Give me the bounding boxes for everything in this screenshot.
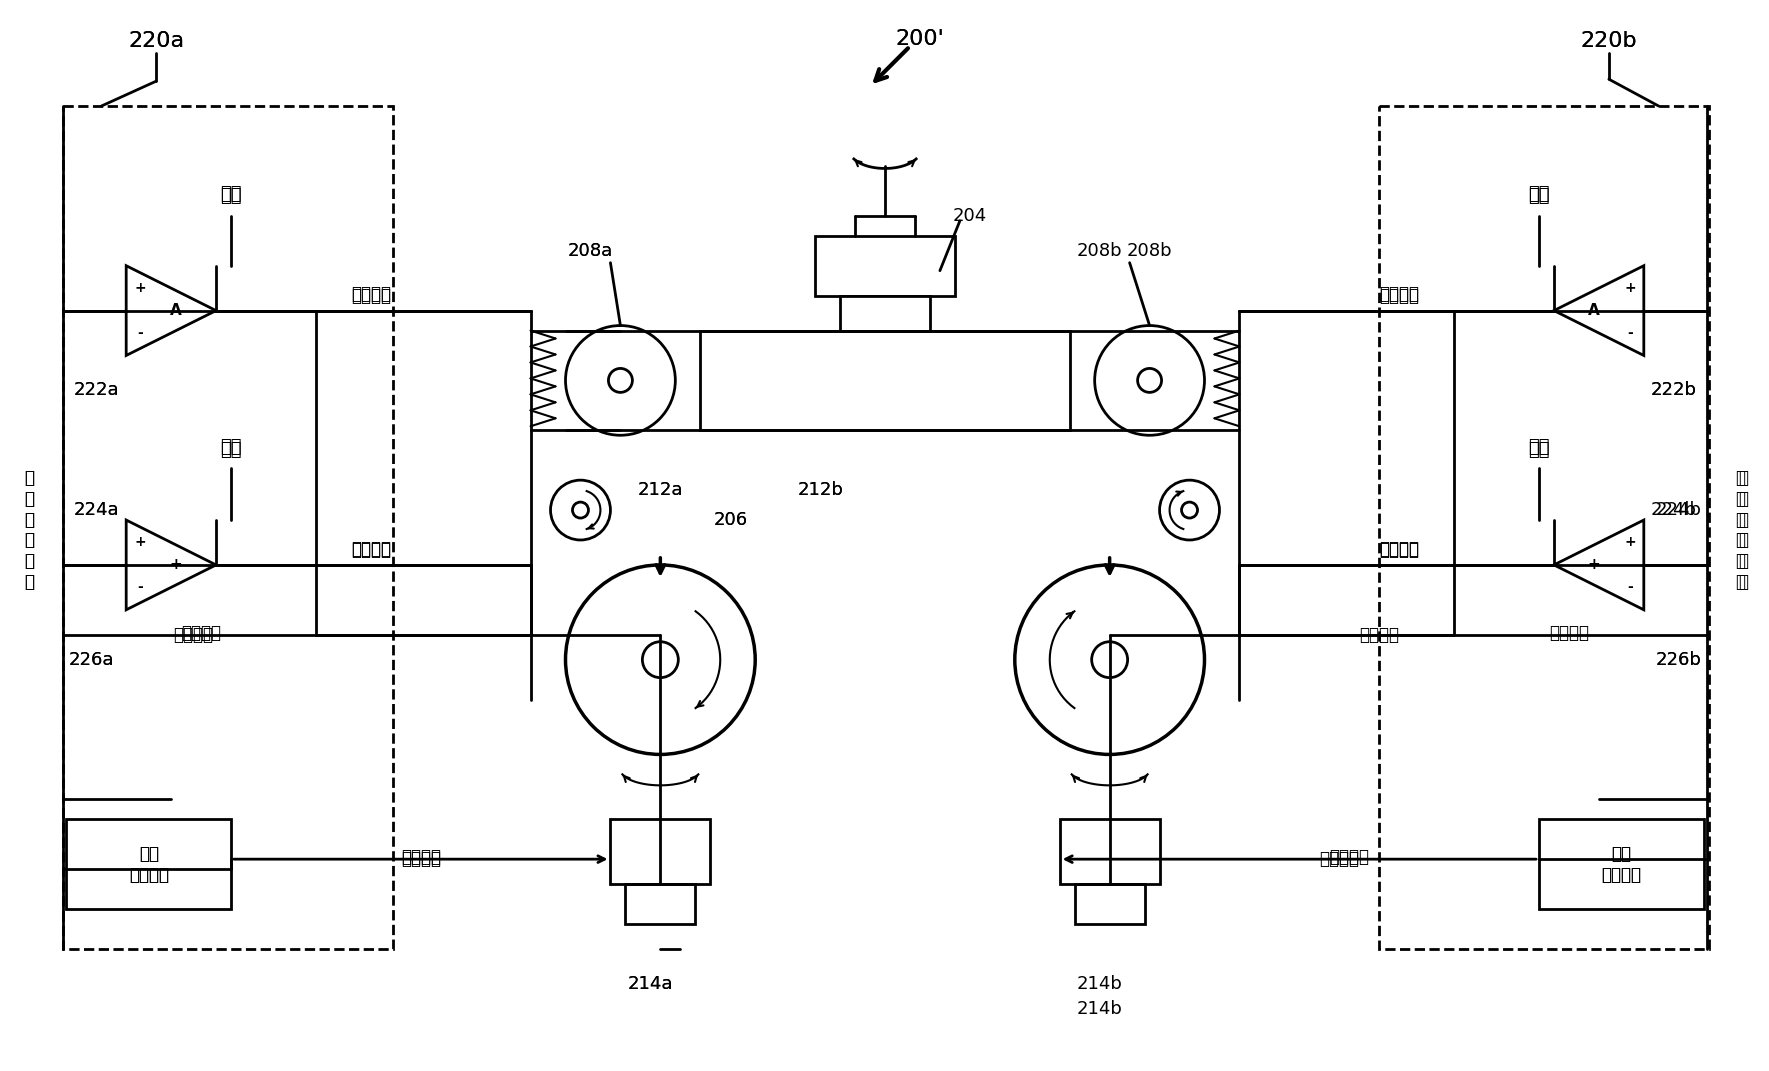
Bar — [1380, 106, 1709, 949]
Bar — [1060, 819, 1159, 884]
Text: 200': 200' — [895, 29, 945, 49]
Bar — [64, 106, 393, 949]
Text: 220a: 220a — [127, 31, 184, 51]
Text: A: A — [1589, 303, 1599, 318]
Text: 张
力
输
出
信
号: 张 力 输 出 信 号 — [1735, 469, 1746, 591]
Text: 张力信号: 张力信号 — [402, 848, 440, 866]
Text: 220b: 220b — [1580, 31, 1636, 51]
Polygon shape — [1553, 266, 1643, 356]
Text: 命令: 命令 — [1528, 185, 1550, 202]
Polygon shape — [126, 521, 216, 609]
Text: 命令: 命令 — [221, 438, 242, 456]
Text: 224a: 224a — [74, 501, 119, 519]
Text: 222a: 222a — [74, 381, 119, 399]
Bar — [816, 236, 955, 296]
Text: 张
力
输
出
信
号: 张 力 输 出 信 号 — [25, 469, 34, 591]
Text: 张
力
输
出
信
号: 张 力 输 出 信 号 — [25, 469, 34, 591]
Text: 224b: 224b — [1656, 501, 1702, 519]
Text: 226b: 226b — [1656, 651, 1702, 668]
Text: 张力反馈: 张力反馈 — [350, 285, 391, 303]
Text: 220a: 220a — [127, 31, 184, 51]
Bar — [65, 819, 232, 909]
Text: 226b: 226b — [1656, 651, 1702, 668]
Text: 200': 200' — [895, 29, 945, 49]
Text: 张力
控制装置: 张力 控制装置 — [1601, 845, 1642, 884]
Text: 222b: 222b — [1650, 381, 1696, 399]
Text: +: + — [134, 282, 147, 296]
Text: 206: 206 — [713, 511, 747, 529]
Text: 214a: 214a — [628, 975, 674, 993]
Text: 速度信号: 速度信号 — [173, 625, 212, 644]
Text: 速度反馈: 速度反馈 — [1380, 541, 1419, 559]
Text: 204: 204 — [953, 207, 987, 225]
Text: 212b: 212b — [798, 481, 844, 499]
Text: 226a: 226a — [69, 651, 113, 668]
Text: 212a: 212a — [637, 481, 683, 499]
Text: 220b: 220b — [1580, 31, 1636, 51]
Text: 208b: 208b — [1077, 242, 1123, 260]
Text: 张力反馈: 张力反馈 — [1380, 287, 1419, 304]
Text: 222a: 222a — [74, 381, 119, 399]
Text: 张力信号: 张力信号 — [1320, 850, 1359, 869]
Text: 214b: 214b — [1077, 975, 1123, 993]
Bar — [840, 296, 930, 331]
Text: 速度反馈: 速度反馈 — [350, 541, 391, 559]
Text: -: - — [1627, 580, 1633, 594]
Text: -: - — [138, 580, 143, 594]
Text: 张力反馈: 张力反馈 — [1380, 285, 1419, 303]
Bar — [1076, 884, 1145, 924]
Text: +: + — [170, 557, 182, 572]
Text: -: - — [138, 326, 143, 340]
Text: 速度信号: 速度信号 — [1359, 625, 1399, 644]
Text: 224b: 224b — [1650, 501, 1696, 519]
Text: 224a: 224a — [74, 501, 119, 519]
Text: 208a: 208a — [568, 242, 614, 260]
Text: 214b: 214b — [1077, 999, 1123, 1017]
Text: 208a: 208a — [568, 242, 614, 260]
Text: 命令: 命令 — [221, 185, 242, 202]
Text: 222b: 222b — [1650, 381, 1696, 399]
Text: 命令: 命令 — [1528, 441, 1550, 459]
Text: 速度反馈: 速度反馈 — [1380, 540, 1419, 558]
Text: 速度反馈: 速度反馈 — [350, 540, 391, 558]
Bar — [610, 819, 711, 884]
Bar — [701, 331, 1070, 431]
Text: -: - — [1627, 326, 1633, 340]
Text: 212a: 212a — [637, 481, 683, 499]
Text: 命令: 命令 — [221, 186, 242, 205]
Text: 206: 206 — [713, 511, 747, 529]
Text: 张力
控制装置: 张力 控制装置 — [129, 845, 170, 884]
Text: 212b: 212b — [798, 481, 844, 499]
Text: +: + — [1624, 282, 1636, 296]
Text: 张力反馈: 张力反馈 — [350, 287, 391, 304]
Text: 张力
控制装置: 张力 控制装置 — [1601, 845, 1642, 884]
Text: 张力信号: 张力信号 — [1329, 848, 1369, 866]
Text: 张力
控制装置: 张力 控制装置 — [129, 845, 170, 884]
Text: 张
力
输
出
信
号: 张 力 输 出 信 号 — [1739, 469, 1748, 591]
Text: 208b: 208b — [1127, 242, 1173, 260]
Text: 226a: 226a — [69, 651, 113, 668]
Text: 张力信号: 张力信号 — [402, 850, 440, 869]
Text: 214a: 214a — [628, 975, 674, 993]
Text: A: A — [170, 303, 182, 318]
Text: 命令: 命令 — [1528, 186, 1550, 205]
Bar — [626, 884, 695, 924]
Text: 命令: 命令 — [221, 441, 242, 459]
Text: 速度信号: 速度信号 — [1550, 623, 1589, 642]
Bar — [1539, 819, 1704, 909]
Text: +: + — [1587, 557, 1601, 572]
Text: +: + — [1624, 536, 1636, 549]
Text: 命令: 命令 — [1528, 438, 1550, 456]
Polygon shape — [126, 266, 216, 356]
Text: +: + — [134, 536, 147, 549]
Text: 速度信号: 速度信号 — [180, 623, 221, 642]
Polygon shape — [1553, 521, 1643, 609]
